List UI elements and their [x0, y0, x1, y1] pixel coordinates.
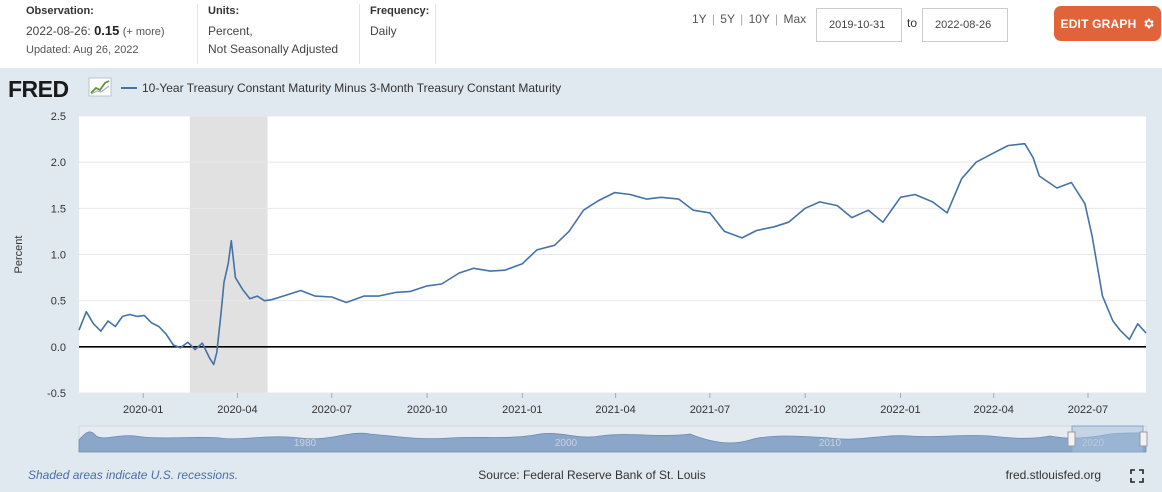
fred-url[interactable]: fred.stlouisfed.org: [1006, 468, 1101, 482]
grid-lines: [79, 115, 1146, 394]
edit-graph-button[interactable]: EDIT GRAPH: [1054, 6, 1161, 41]
observation-value: 0.15: [94, 23, 120, 38]
source-note: Source: Federal Reserve Bank of St. Loui…: [478, 468, 705, 482]
y-tick-label: 0.0: [51, 342, 66, 354]
navigator-selection[interactable]: [1071, 425, 1144, 453]
x-tick-label: 2021-01: [502, 404, 542, 416]
navigator-handle-right[interactable]: [1139, 431, 1148, 447]
chart-icon: [88, 77, 112, 97]
x-tick-label: 2020-10: [407, 404, 447, 416]
y-axis: 2.5 2.0 1.5 1.0 0.5 0.0 -0.5: [47, 111, 66, 400]
range-separator: |: [740, 12, 744, 26]
x-tick-label: 2021-04: [595, 404, 635, 416]
end-date-input[interactable]: [922, 8, 1008, 42]
observation-line: 2022-08-26: 0.15 (+ more): [26, 22, 197, 41]
gear-icon: [1143, 18, 1154, 29]
x-tick-label: 2022-04: [974, 404, 1014, 416]
recession-note: Shaded areas indicate U.S. recessions.: [28, 468, 238, 482]
x-tick-label: 2022-07: [1068, 404, 1108, 416]
units-label: Units:: [208, 5, 240, 17]
x-tick-label: 2022-01: [880, 404, 920, 416]
x-tick-label: 2020-07: [312, 404, 352, 416]
frequency-value: Daily: [370, 24, 397, 38]
observation-more-link[interactable]: (+ more): [122, 26, 165, 38]
updated-date: Updated: Aug 26, 2022: [26, 44, 139, 56]
navigator-handle-left[interactable]: [1067, 431, 1076, 447]
chart-panel: FRED 10-Year Treasury Constant Maturity …: [0, 68, 1162, 492]
units-line2: Not Seasonally Adjusted: [208, 42, 339, 56]
frequency-block: Frequency: Daily: [370, 4, 436, 64]
x-tick-label: 2021-07: [690, 404, 730, 416]
observation-date: 2022-08-26:: [26, 24, 91, 38]
y-tick-label: 0.5: [51, 296, 66, 308]
edit-graph-label: EDIT GRAPH: [1060, 16, 1137, 31]
to-label: to: [907, 16, 918, 30]
x-axis: 2020-01 2020-04 2020-07 2020-10 2021-01 2021-…: [123, 393, 1108, 416]
range-separator: |: [775, 12, 779, 26]
y-tick-label: 2.5: [51, 111, 66, 123]
units-block: Units: Percent, Not Seasonally Adjusted: [208, 4, 360, 64]
series-line[interactable]: [78, 142, 1147, 366]
series-title: 10-Year Treasury Constant Maturity Minus…: [142, 81, 561, 95]
y-tick-label: 1.5: [51, 203, 66, 215]
range-separator: |: [711, 12, 715, 26]
observation-label: Observation:: [26, 5, 94, 17]
chart: FRED 10-Year Treasury Constant Maturity …: [8, 76, 1148, 483]
range-max-button[interactable]: Max: [783, 12, 807, 26]
fred-logo[interactable]: FRED: [8, 76, 69, 102]
navigator-area: [78, 431, 1147, 453]
x-tick-label: 2021-10: [785, 404, 825, 416]
units-line1: Percent,: [208, 24, 253, 38]
y-tick-label: 2.0: [51, 157, 66, 169]
x-tick-label: 2020-01: [123, 404, 163, 416]
navigator-label: 2010: [819, 438, 842, 449]
range-1y-button[interactable]: 1Y: [692, 12, 707, 26]
x-tick-label: 2020-04: [217, 404, 257, 416]
fullscreen-icon[interactable]: [1130, 469, 1144, 483]
y-tick-label: 1.0: [51, 250, 66, 262]
frequency-label: Frequency:: [370, 5, 430, 17]
start-date-input[interactable]: [816, 8, 902, 42]
y-tick-label: -0.5: [47, 388, 66, 400]
y-axis-label: Percent: [13, 236, 25, 274]
header-bar: Observation: 2022-08-26: 0.15 (+ more) U…: [0, 0, 1162, 68]
navigator-label: 1980: [294, 438, 317, 449]
range-5y-button[interactable]: 5Y: [720, 12, 735, 26]
navigator-label: 2000: [555, 438, 578, 449]
observation-block: Observation: 2022-08-26: 0.15 (+ more) U…: [26, 4, 198, 64]
range-buttons: 1Y | 5Y | 10Y | Max: [692, 12, 806, 26]
range-10y-button[interactable]: 10Y: [748, 12, 770, 26]
